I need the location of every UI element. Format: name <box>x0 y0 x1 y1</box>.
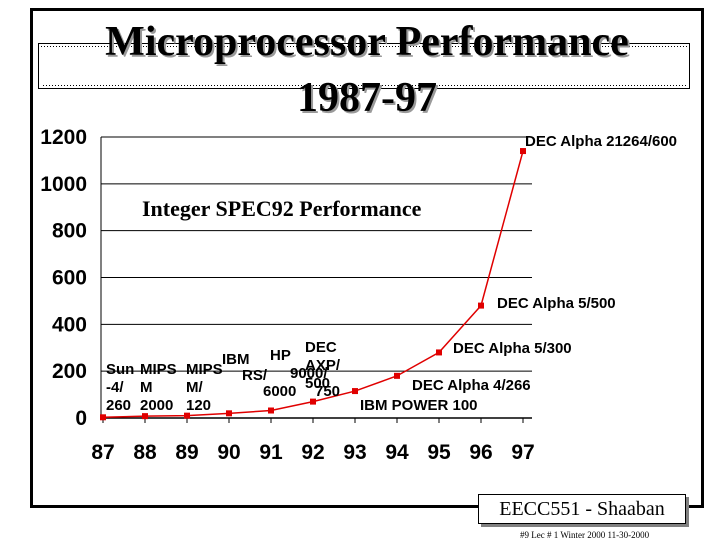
data-point <box>310 398 316 405</box>
point-label-line: IBM <box>222 351 250 368</box>
point-label: DEC Alpha 21264/600 <box>525 133 677 150</box>
x-tick-label: 97 <box>511 441 534 464</box>
point-label-line: M/ <box>186 379 203 396</box>
point-label: HP9000/750 <box>270 347 340 400</box>
point-label-line: 260 <box>106 397 131 414</box>
y-tick-label: 800 <box>52 220 87 243</box>
point-label: MIPS M/120 <box>186 361 223 414</box>
point-label: DEC Alpha 5/500 <box>497 295 616 312</box>
data-point <box>226 410 232 417</box>
point-label: DEC Alpha 5/300 <box>453 340 572 357</box>
x-tick-labels: 87 88 89 90 91 92 93 94 95 96 97 <box>91 441 534 464</box>
footer-note: #9 Lec # 1 Winter 2000 11-30-2000 <box>520 530 650 540</box>
point-label-line: AXP/ <box>305 357 341 374</box>
x-tick-label: 88 <box>133 441 157 464</box>
slide-title: Microprocessor Performance <box>105 19 629 65</box>
x-tick-label: 96 <box>469 441 492 464</box>
data-point <box>520 148 526 155</box>
point-label: DEC AXP/500 <box>305 339 341 392</box>
x-tick-label: 90 <box>217 441 240 464</box>
point-label-line: DEC Alpha 4/266 <box>412 377 531 394</box>
point-label-line: 120 <box>186 397 211 414</box>
title-band <box>38 43 690 89</box>
chart-subtitle: Integer SPEC92 Performance <box>142 196 422 221</box>
y-tick-label: 400 <box>52 313 87 336</box>
y-tick-label: 1200 <box>40 126 87 149</box>
point-label-line: -4/ <box>106 379 124 396</box>
point-label-line: 6000 <box>263 383 296 400</box>
data-point <box>394 372 400 379</box>
y-tick-label: 600 <box>52 267 87 290</box>
point-label-line: HP <box>270 347 291 364</box>
point-label: DEC Alpha 4/266 <box>412 377 531 394</box>
x-tick-label: 95 <box>427 441 451 464</box>
point-label-line: Sun <box>106 361 134 378</box>
point-label-line: IBM POWER 100 <box>360 397 478 414</box>
data-point <box>142 413 148 420</box>
point-label: Sun -4/260 <box>106 361 134 414</box>
data-point <box>478 302 484 309</box>
point-label-line: 2000 <box>140 397 173 414</box>
slide-title-years: 1987-97 <box>297 75 437 121</box>
point-label-line: DEC <box>305 339 337 356</box>
y-tick-label: 200 <box>52 360 87 383</box>
point-label-line: 750 <box>315 383 340 400</box>
x-tick-label: 93 <box>343 441 366 464</box>
series-line <box>100 148 526 421</box>
grid-lines <box>101 136 532 372</box>
data-point <box>436 349 442 356</box>
x-tick-label: 89 <box>175 441 198 464</box>
data-point <box>100 414 106 421</box>
point-label-line: DEC Alpha 5/300 <box>453 340 572 357</box>
point-label: IBM RS/6000 <box>222 351 296 400</box>
course-footer: EECC551 - Shaaban <box>478 494 686 524</box>
point-label-line: DEC Alpha 21264/600 <box>525 133 677 150</box>
point-label-line: MIPS <box>140 361 177 378</box>
point-label: MIPS M 2000 <box>140 361 177 414</box>
data-point <box>268 407 274 414</box>
y-tick-label: 1000 <box>40 173 87 196</box>
point-label-line: 9000/ <box>290 365 328 382</box>
x-tick-label: 87 <box>91 441 114 464</box>
y-tick-label: 0 <box>75 407 87 430</box>
axes <box>100 137 532 423</box>
point-label: IBM POWER 100 <box>360 397 478 414</box>
point-label-line: RS/ <box>242 367 268 384</box>
data-point <box>352 388 358 395</box>
data-point <box>184 412 190 419</box>
x-tick-label: 92 <box>301 441 324 464</box>
y-tick-labels: 0 200 400 600 800 1000 1200 <box>40 126 87 430</box>
point-label-line: MIPS <box>186 361 223 378</box>
x-tick-label: 94 <box>385 441 409 464</box>
point-label-line: DEC Alpha 5/500 <box>497 295 616 312</box>
x-tick-label: 91 <box>259 441 283 464</box>
point-label-line: M <box>140 379 153 396</box>
slide-frame <box>30 8 704 508</box>
point-label-line: 500 <box>305 375 330 392</box>
